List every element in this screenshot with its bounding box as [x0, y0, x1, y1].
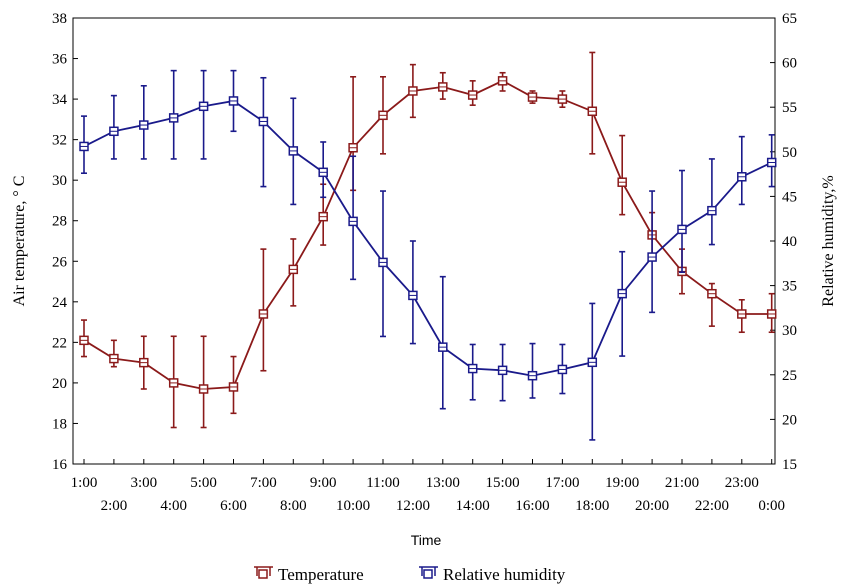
right-tick-label: 20 [782, 412, 797, 428]
legend-humidity-label: Relative humidity [443, 565, 566, 584]
x-tick-label: 21:00 [665, 475, 699, 491]
x-tick-label: 19:00 [605, 475, 639, 491]
x-tick-label: 4:00 [160, 498, 187, 514]
series-line [83, 79, 772, 390]
left-y-axis-ticks: 16 18 20 22 24 26 28 30 32 34 36 38 [52, 11, 78, 473]
x-tick-label: 6:00 [220, 498, 247, 514]
legend-temperature-label: Temperature [278, 565, 364, 584]
right-tick-label: 30 [782, 323, 797, 339]
y-axis-left-title: Air temperature, ° C [11, 176, 28, 307]
right-tick-label: 25 [782, 368, 797, 384]
x-tick-label: 16:00 [515, 498, 549, 514]
left-tick-label: 30 [52, 173, 67, 189]
x-tick-label: 10:00 [336, 498, 370, 514]
x-tick-label: 22:00 [695, 498, 729, 514]
x-tick-label: 15:00 [486, 475, 520, 491]
x-tick-label: 1:00 [71, 475, 98, 491]
x-tick-label: 20:00 [635, 498, 669, 514]
x-tick-label: 2:00 [101, 498, 128, 514]
x-tick-label: 23:00 [725, 475, 759, 491]
x-tick-label: 17:00 [545, 475, 579, 491]
left-tick-label: 18 [52, 416, 67, 432]
right-tick-label: 40 [782, 234, 797, 250]
right-tick-label: 15 [782, 457, 797, 473]
left-tick-label: 32 [52, 133, 67, 149]
x-tick-label: 0:00 [758, 498, 785, 514]
x-tick-label: 5:00 [190, 475, 217, 491]
left-tick-label: 20 [52, 376, 67, 392]
right-tick-label: 35 [782, 279, 797, 295]
x-axis-title: Time [411, 532, 442, 548]
legend-humidity-marker [419, 566, 438, 579]
x-axis-ticks: 1:002:003:004:005:006:007:008:009:00 10:0… [71, 459, 785, 514]
series-temperature [79, 51, 777, 429]
x-tick-label: 14:00 [456, 498, 490, 514]
x-tick-label: 18:00 [575, 498, 609, 514]
left-tick-label: 34 [52, 92, 68, 108]
legend: Temperature Relative humidity [254, 565, 566, 584]
series-line [83, 100, 773, 377]
x-tick-label: 12:00 [396, 498, 430, 514]
left-tick-label: 22 [52, 335, 67, 351]
right-tick-label: 50 [782, 145, 797, 161]
right-tick-label: 60 [782, 56, 797, 72]
x-tick-label: 8:00 [280, 498, 307, 514]
right-tick-label: 55 [782, 100, 797, 116]
x-tick-label: 9:00 [310, 475, 337, 491]
left-tick-label: 36 [52, 52, 68, 68]
x-tick-label: 7:00 [250, 475, 277, 491]
right-tick-label: 45 [782, 189, 797, 205]
left-tick-label: 24 [52, 295, 68, 311]
x-tick-label: 3:00 [130, 475, 157, 491]
left-tick-label: 26 [52, 254, 68, 270]
left-tick-label: 38 [52, 11, 67, 27]
x-tick-label: 11:00 [366, 475, 400, 491]
x-tick-label: 13:00 [426, 475, 460, 491]
left-tick-label: 16 [52, 457, 68, 473]
legend-temperature-marker [254, 566, 273, 579]
right-tick-label: 65 [782, 11, 797, 27]
right-y-axis-ticks: 15 20 25 30 35 40 45 50 55 60 65 [770, 11, 797, 473]
y-axis-right-title: Relative humidity,% [820, 175, 837, 306]
left-tick-label: 28 [52, 214, 67, 230]
series-relative-humidity [79, 69, 777, 441]
